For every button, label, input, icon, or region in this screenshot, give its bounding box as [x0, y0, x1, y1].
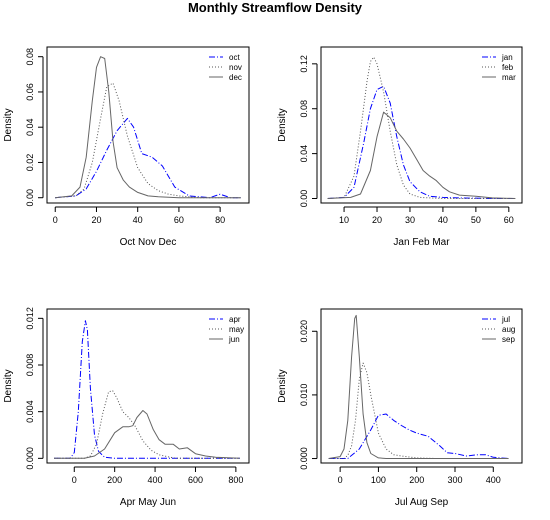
x-tick-label: 0	[72, 475, 77, 485]
plot-frame	[46, 46, 250, 204]
series-line-jun	[54, 410, 240, 459]
legend-label-dec: dec	[229, 73, 242, 82]
x-tick-label: 60	[174, 215, 184, 225]
plot-frame	[320, 46, 523, 204]
y-tick-label: 0.004	[25, 400, 35, 423]
y-tick-label: 0.04	[299, 145, 309, 163]
y-tick-label: 0.020	[299, 320, 309, 343]
legend-label-may: may	[229, 325, 244, 334]
x-tick-label: 100	[371, 475, 386, 485]
series-line-dec	[55, 56, 241, 199]
x-tick-label: 20	[372, 215, 382, 225]
x-tick-label: 200	[409, 475, 424, 485]
y-tick-label: 0.00	[25, 189, 35, 207]
y-tick-label: 0.000	[299, 447, 309, 470]
y-axis-label: Density	[277, 369, 288, 402]
series-line-oct	[55, 117, 241, 199]
x-tick-label: 800	[228, 475, 243, 485]
legend-label-feb: feb	[502, 63, 514, 72]
series-line-jan	[327, 85, 516, 199]
y-tick-label: 0.00	[299, 190, 309, 208]
x-tick-label: 400	[486, 475, 501, 485]
legend-label-jun: jun	[228, 335, 240, 344]
series-line-nov	[55, 82, 241, 199]
series-line-may	[54, 390, 240, 459]
x-axis-label: Oct Nov Dec	[120, 237, 177, 248]
series-line-sep	[328, 314, 509, 459]
legend-label-jul: jul	[501, 315, 510, 324]
legend-label-sep: sep	[502, 335, 515, 344]
series-line-jul	[328, 413, 509, 459]
panel-jan-feb-mar: 10 20 30 40 50 60 0.00 0.04 0.08 0.12 Jan Feb Mar D…	[277, 46, 523, 248]
panel-jul-aug-sep: 0 100 200 300 400 0.000 0.010 0.020 Jul Aug Sep D…	[277, 308, 523, 508]
y-tick-label: 0.000	[25, 447, 35, 470]
x-tick-label: 50	[471, 215, 481, 225]
x-axis-label: Jan Feb Mar	[393, 237, 450, 248]
panel-apr-may-jun: 0 200 400 600 800 0.000 0.004 0.008 0.012 Apr May…	[3, 307, 250, 508]
plot-frame	[46, 308, 250, 464]
figure-title: Monthly Streamflow Density	[188, 0, 363, 15]
plot-frame	[320, 308, 523, 464]
x-tick-label: 40	[133, 215, 143, 225]
y-tick-label: 0.08	[25, 48, 35, 66]
x-tick-label: 20	[91, 215, 101, 225]
legend-label-apr: apr	[229, 315, 241, 324]
y-axis-label: Density	[3, 369, 14, 402]
legend-label-oct: oct	[229, 53, 240, 62]
panel-oct-nov-dec: 0 20 40 60 80 0.00 0.02 0.04 0.06 0.08 Oct Nov Dec…	[3, 46, 250, 248]
series-line-feb	[327, 56, 516, 199]
legend-label-mar: mar	[502, 73, 516, 82]
y-tick-label: 0.012	[25, 307, 35, 330]
x-tick-label: 40	[438, 215, 448, 225]
x-axis-label: Jul Aug Sep	[395, 497, 449, 508]
y-tick-label: 0.06	[25, 83, 35, 101]
x-tick-label: 80	[215, 215, 225, 225]
x-tick-label: 300	[447, 475, 462, 485]
y-tick-label: 0.08	[299, 100, 309, 118]
x-tick-label: 600	[188, 475, 203, 485]
y-tick-label: 0.02	[25, 154, 35, 172]
legend-label-jan: jan	[501, 53, 513, 62]
y-tick-label: 0.04	[25, 118, 35, 136]
x-axis-label: Apr May Jun	[120, 497, 176, 508]
y-axis-label: Density	[3, 108, 14, 141]
y-axis-label: Density	[277, 108, 288, 141]
x-tick-label: 200	[107, 475, 122, 485]
series-line-apr	[54, 320, 240, 459]
y-tick-label: 0.008	[25, 354, 35, 377]
legend-label-aug: aug	[502, 325, 515, 334]
series-line-aug	[328, 362, 509, 459]
legend-label-nov: nov	[229, 63, 242, 72]
x-tick-label: 30	[405, 215, 415, 225]
series-line-mar	[327, 111, 516, 199]
y-tick-label: 0.12	[299, 55, 309, 73]
x-tick-label: 10	[339, 215, 349, 225]
x-tick-label: 60	[504, 215, 514, 225]
y-tick-label: 0.010	[299, 384, 309, 407]
x-tick-label: 0	[53, 215, 58, 225]
x-tick-label: 400	[148, 475, 163, 485]
x-tick-label: 0	[338, 475, 343, 485]
